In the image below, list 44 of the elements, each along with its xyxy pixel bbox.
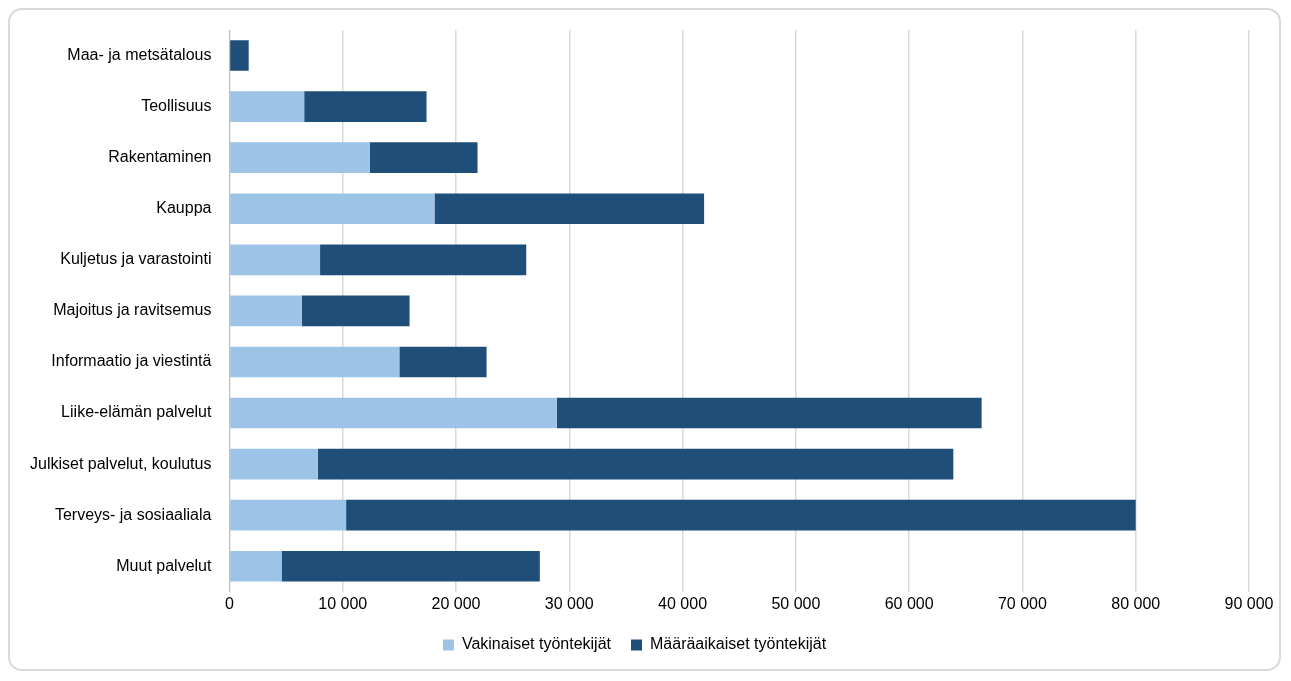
bar (434, 193, 705, 225)
bar (230, 142, 370, 173)
y-tick-label: Terveys- ja sosiaaliala (54, 505, 212, 523)
y-tick-label: Maa- ja metsätalous (67, 45, 212, 63)
y-tick-label: Muut palvelut (116, 556, 212, 574)
bar (399, 346, 487, 378)
x-tick-label: 20 000 (431, 594, 481, 612)
legend-label: Vakinaiset työntekijät (461, 635, 612, 653)
x-tick-label: 0 (224, 594, 234, 612)
x-tick-label: 40 000 (658, 594, 708, 612)
x-tick-label: 70 000 (997, 594, 1047, 612)
bar (346, 499, 1136, 531)
y-tick-label: Kuljetus ja varastointi (60, 250, 212, 268)
x-tick-label: 30 000 (544, 594, 594, 612)
bar (230, 40, 249, 71)
bar (230, 550, 282, 582)
bar (230, 397, 557, 429)
bar (369, 142, 478, 173)
bar (230, 91, 305, 122)
x-tick-label: 10 000 (318, 594, 368, 612)
bar (301, 295, 410, 327)
y-tick-label: Kauppa (156, 199, 212, 217)
y-tick-label: Rakentaminen (108, 148, 212, 166)
y-tick-label: Liike-elämän palvelut (61, 403, 212, 421)
bar (230, 193, 435, 225)
bar (230, 244, 321, 276)
y-tick-label: Informaatio ja viestintä (51, 352, 212, 370)
y-tick-label: Julkiset palvelut, koulutus (29, 454, 212, 472)
y-tick-label: Teollisuus (141, 97, 212, 115)
x-tick-label: 50 000 (771, 594, 821, 612)
x-tick-label: 80 000 (1111, 594, 1161, 612)
x-tick-label: 60 000 (884, 594, 934, 612)
x-tick-label: 90 000 (1224, 594, 1274, 612)
bar (230, 295, 302, 327)
bar (281, 550, 540, 582)
bar (230, 346, 400, 378)
bar (317, 448, 954, 480)
legend-label: Määräaikaiset työntekijät (650, 635, 827, 653)
bar (230, 499, 347, 531)
bar (304, 91, 427, 122)
bar (230, 448, 318, 480)
bar (320, 244, 527, 276)
bar (556, 397, 982, 429)
y-tick-label: Majoitus ja ravitsemus (53, 301, 212, 319)
